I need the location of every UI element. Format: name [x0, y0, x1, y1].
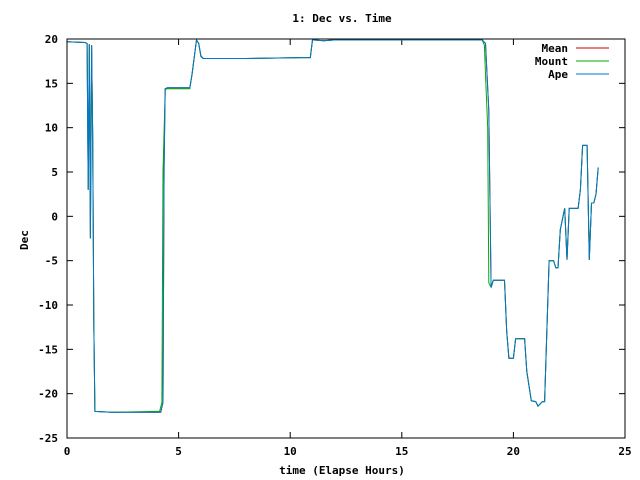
y-tick-label: -15 [38, 343, 58, 356]
y-axis-label: Dec [18, 230, 31, 250]
y-tick-label: 10 [45, 122, 58, 135]
x-tick-label: 20 [507, 445, 520, 458]
x-tick-label: 10 [284, 445, 297, 458]
plot-border [66, 38, 626, 439]
y-tick-label: -10 [38, 299, 58, 312]
chart-title: 1: Dec vs. Time [292, 12, 392, 25]
y-tick-label: -5 [45, 255, 58, 268]
x-axis-label: time (Elapse Hours) [279, 464, 405, 477]
legend-label-ape: Ape [548, 68, 568, 81]
legend-label-mean: Mean [542, 42, 569, 55]
x-tick-label: 25 [618, 445, 631, 458]
x-tick-label: 5 [175, 445, 182, 458]
y-tick-label: -20 [38, 388, 58, 401]
legend-label-mount: Mount [535, 55, 568, 68]
x-tick-label: 0 [64, 445, 71, 458]
series-lines [66, 38, 599, 413]
y-tick-label: -25 [38, 432, 58, 445]
y-tick-label: 15 [45, 77, 58, 90]
y-tick-label: 5 [51, 166, 58, 179]
series-line-ape [66, 38, 599, 413]
x-tick-label: 15 [395, 445, 408, 458]
axis-ticks: 0 5 10 15 20 25 -25 -20 -15 -10 -5 0 5 10 15 20 [38, 33, 632, 458]
y-tick-label: 20 [45, 33, 58, 46]
y-tick-label: 0 [51, 210, 58, 223]
